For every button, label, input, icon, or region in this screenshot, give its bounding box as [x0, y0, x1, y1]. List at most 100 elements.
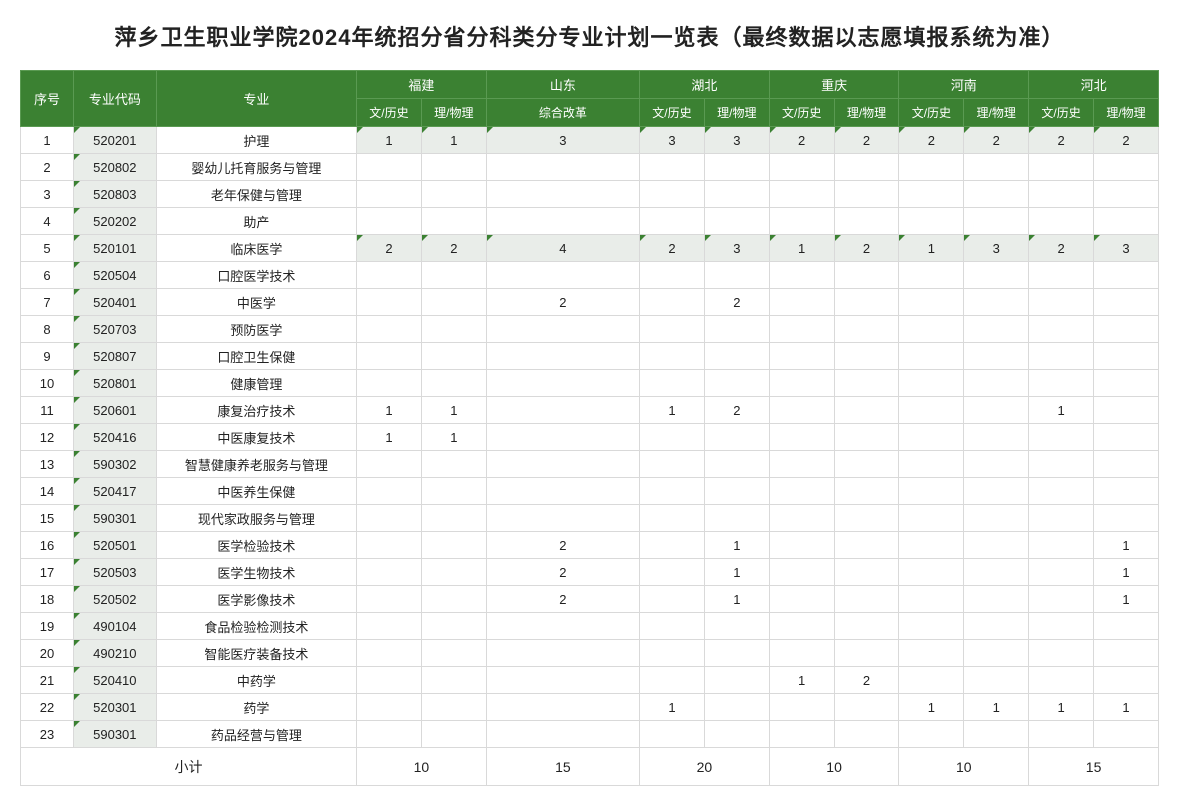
cell-value — [421, 694, 486, 721]
cell-value — [1029, 586, 1094, 613]
cell-value — [640, 343, 705, 370]
cell-value — [834, 532, 899, 559]
cell-value — [964, 370, 1029, 397]
cell-seq: 9 — [21, 343, 74, 370]
cell-value — [769, 505, 834, 532]
cell-value — [1093, 262, 1158, 289]
cell-value — [640, 424, 705, 451]
page-title: 萍乡卫生职业学院2024年统招分省分科类分专业计划一览表（最终数据以志愿填报系统… — [20, 10, 1159, 70]
cell-value — [486, 316, 639, 343]
cell-value — [834, 613, 899, 640]
cell-value — [1093, 667, 1158, 694]
cell-value — [1029, 289, 1094, 316]
cell-value: 3 — [964, 235, 1029, 262]
sub-fj-l: 理/物理 — [421, 99, 486, 127]
cell-value — [357, 505, 422, 532]
col-fujian: 福建 — [357, 71, 487, 99]
cell-value: 2 — [486, 532, 639, 559]
cell-value — [899, 289, 964, 316]
cell-value — [834, 262, 899, 289]
cell-major: 护理 — [156, 127, 356, 154]
cell-value: 2 — [486, 289, 639, 316]
cell-value — [640, 532, 705, 559]
cell-major: 临床医学 — [156, 235, 356, 262]
cell-value: 1 — [1029, 397, 1094, 424]
cell-value — [1029, 451, 1094, 478]
sub-heb-w: 文/历史 — [1029, 99, 1094, 127]
cell-code: 520101 — [74, 235, 157, 262]
cell-code: 590301 — [74, 721, 157, 748]
cell-value: 1 — [1093, 559, 1158, 586]
cell-value — [357, 613, 422, 640]
cell-seq: 18 — [21, 586, 74, 613]
sub-heb-l: 理/物理 — [1093, 99, 1158, 127]
cell-value — [486, 343, 639, 370]
table-row: 2520802婴幼儿托育服务与管理 — [21, 154, 1159, 181]
cell-value — [357, 478, 422, 505]
cell-code: 520503 — [74, 559, 157, 586]
cell-value — [421, 343, 486, 370]
cell-value — [357, 262, 422, 289]
cell-value — [834, 559, 899, 586]
cell-value — [357, 586, 422, 613]
subtotal-label: 小计 — [21, 748, 357, 786]
cell-value: 1 — [769, 667, 834, 694]
cell-value — [640, 559, 705, 586]
sub-cq-w: 文/历史 — [769, 99, 834, 127]
cell-value: 1 — [769, 235, 834, 262]
cell-value — [964, 559, 1029, 586]
cell-value — [834, 505, 899, 532]
cell-code: 520502 — [74, 586, 157, 613]
cell-value: 1 — [704, 559, 769, 586]
cell-value — [1029, 613, 1094, 640]
cell-value — [964, 640, 1029, 667]
cell-value — [769, 613, 834, 640]
cell-value — [964, 613, 1029, 640]
cell-value — [421, 586, 486, 613]
cell-value — [421, 451, 486, 478]
cell-value — [769, 721, 834, 748]
cell-code: 490210 — [74, 640, 157, 667]
cell-value — [899, 154, 964, 181]
cell-value — [704, 694, 769, 721]
cell-value — [1029, 208, 1094, 235]
cell-value — [704, 262, 769, 289]
cell-seq: 20 — [21, 640, 74, 667]
cell-value — [640, 613, 705, 640]
cell-value — [1093, 451, 1158, 478]
cell-seq: 10 — [21, 370, 74, 397]
cell-value — [640, 154, 705, 181]
cell-value — [486, 451, 639, 478]
cell-value — [357, 181, 422, 208]
cell-value — [1093, 208, 1158, 235]
cell-value — [357, 532, 422, 559]
cell-code: 520410 — [74, 667, 157, 694]
cell-major: 婴幼儿托育服务与管理 — [156, 154, 356, 181]
cell-code: 520801 — [74, 370, 157, 397]
cell-value — [769, 397, 834, 424]
cell-value — [769, 262, 834, 289]
cell-value — [704, 343, 769, 370]
cell-value — [357, 370, 422, 397]
cell-major: 中医学 — [156, 289, 356, 316]
table-row: 16520501医学检验技术211 — [21, 532, 1159, 559]
cell-major: 口腔医学技术 — [156, 262, 356, 289]
cell-value: 1 — [1093, 532, 1158, 559]
cell-major: 智慧健康养老服务与管理 — [156, 451, 356, 478]
cell-value — [1093, 154, 1158, 181]
cell-value: 1 — [1093, 586, 1158, 613]
cell-seq: 14 — [21, 478, 74, 505]
cell-value — [1093, 505, 1158, 532]
cell-seq: 8 — [21, 316, 74, 343]
sub-hn-w: 文/历史 — [899, 99, 964, 127]
cell-value — [704, 667, 769, 694]
cell-value — [421, 316, 486, 343]
table-row: 1520201护理11333222222 — [21, 127, 1159, 154]
cell-value — [421, 559, 486, 586]
subtotal-heb: 15 — [1029, 748, 1159, 786]
cell-major: 助产 — [156, 208, 356, 235]
cell-value — [769, 181, 834, 208]
cell-value — [486, 370, 639, 397]
cell-value — [834, 343, 899, 370]
cell-value — [1029, 721, 1094, 748]
